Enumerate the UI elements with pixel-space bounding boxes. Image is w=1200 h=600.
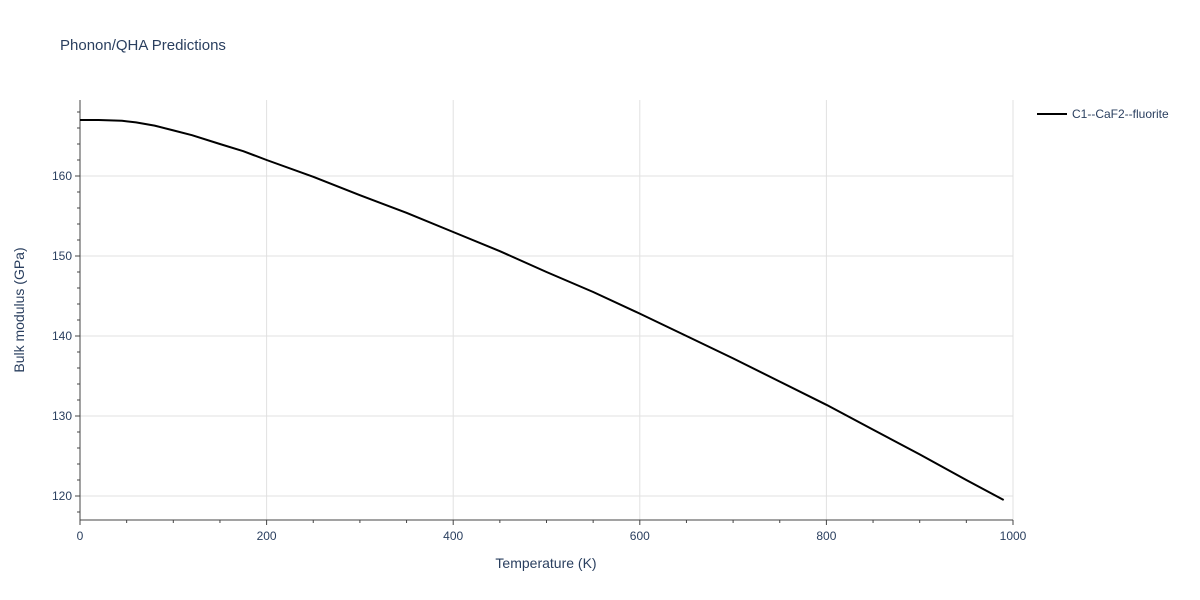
y-tick-label: 150 [52,249,72,263]
x-tick-label: 1000 [1000,529,1027,543]
y-tick-label: 130 [52,409,72,423]
grid [80,100,1014,520]
legend-label: C1--CaF2--fluorite [1072,107,1169,121]
chart-title: Phonon/QHA Predictions [60,37,226,54]
x-tick-label: 600 [630,529,650,543]
x-tick-label: 200 [257,529,277,543]
y-tick-label: 160 [52,169,72,183]
y-axis-title: Bulk modulus (GPa) [11,247,27,372]
y-tick-label: 140 [52,329,72,343]
x-axis-title: Temperature (K) [495,555,596,571]
x-tick-label: 0 [77,529,84,543]
x-tick-label: 800 [816,529,836,543]
x-tick-label: 400 [443,529,463,543]
series-line[interactable] [80,119,1005,501]
x-axis-ticks: 0 200 400 600 800 1000 [77,520,1027,543]
y-axis-ticks: 120 130 140 150 160 [52,111,80,513]
series-layer [80,119,1005,501]
y-tick-label: 120 [52,489,72,503]
legend[interactable]: C1--CaF2--fluorite [1037,107,1169,121]
